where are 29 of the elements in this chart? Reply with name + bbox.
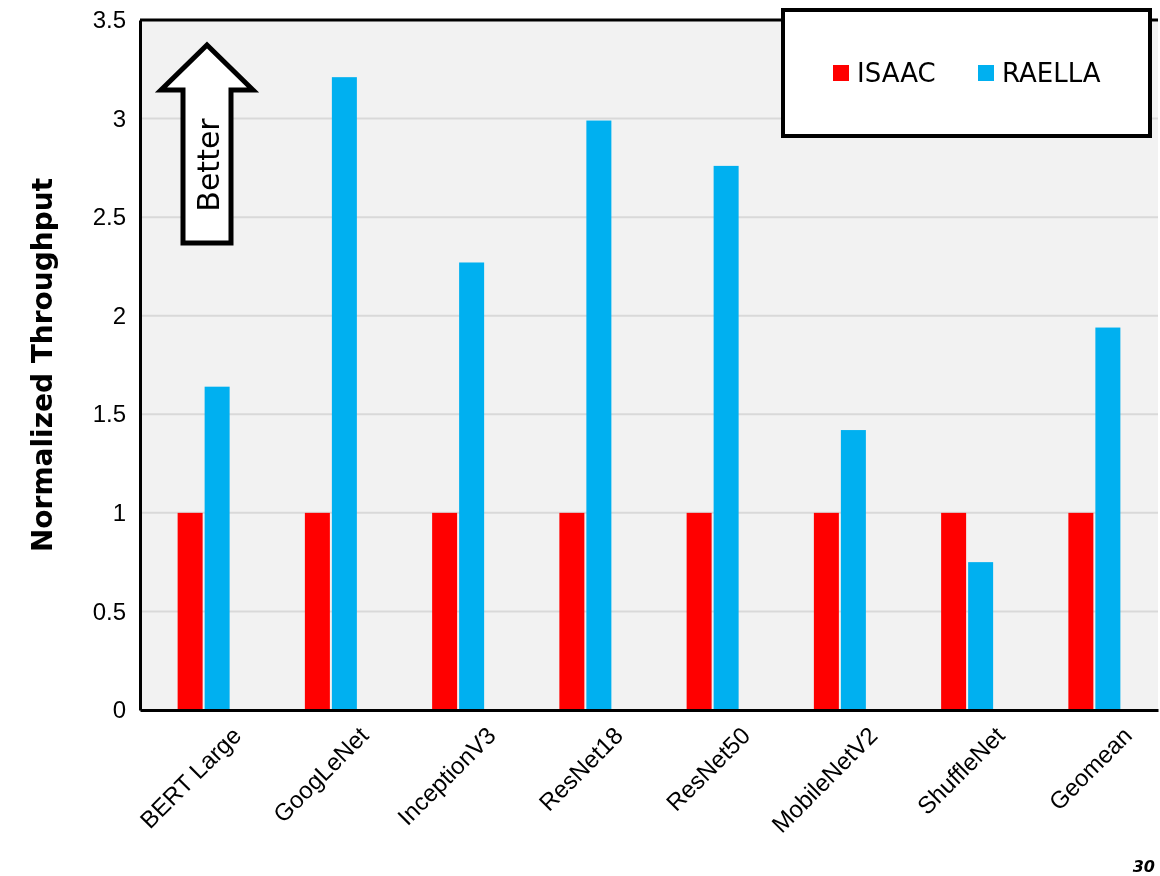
y-tick-label: 3 — [112, 104, 126, 132]
bar — [840, 430, 866, 710]
bar — [941, 512, 967, 710]
y-axis-title: Normalized Throughput — [26, 177, 59, 553]
y-tick-label: 2 — [112, 301, 126, 329]
annotation: Better — [191, 117, 226, 212]
bar — [586, 120, 612, 710]
y-tick-label: 2.5 — [92, 203, 126, 231]
bar — [459, 262, 485, 710]
bar — [559, 512, 585, 710]
y-tick-label: 1 — [112, 499, 126, 527]
bar — [1068, 512, 1094, 710]
bar — [686, 512, 712, 710]
y-tick-label: 0 — [112, 696, 126, 724]
bar — [1095, 327, 1121, 710]
bar — [331, 77, 357, 710]
bar — [304, 512, 330, 710]
y-tick-label: 0.5 — [92, 597, 126, 625]
y-tick-label: 1.5 — [92, 400, 126, 428]
bar — [204, 386, 230, 710]
bar — [968, 562, 994, 710]
bar — [432, 512, 458, 710]
bar — [713, 165, 739, 710]
text: 30 — [1132, 857, 1155, 876]
legend-label: ISAAC — [857, 58, 936, 88]
legend-label: RAELLA — [1002, 58, 1101, 88]
bar — [813, 512, 839, 710]
y-tick-label: 3.5 — [92, 6, 126, 34]
bar — [177, 512, 203, 710]
